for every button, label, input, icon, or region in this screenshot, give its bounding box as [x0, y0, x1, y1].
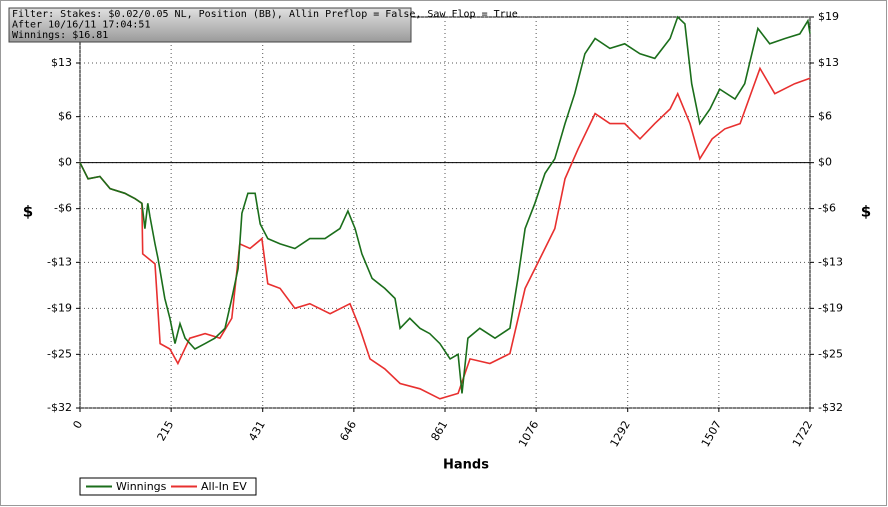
y-tick-label: $0: [58, 156, 72, 169]
y2-tick-label: $0: [818, 156, 832, 169]
y2-tick-label: $19: [818, 10, 839, 23]
y-tick-label: $13: [51, 56, 72, 69]
y-tick-label: -$19: [47, 301, 72, 314]
y-axis-label: $: [23, 203, 33, 221]
x-axis-label: Hands: [443, 458, 489, 473]
y2-tick-label: -$25: [818, 347, 843, 360]
info-box: Filter: Stakes: $0.02/0.05 NL, Position …: [8, 7, 518, 43]
series-line: [79, 66, 811, 400]
y-tick-label: $6: [58, 110, 72, 123]
info-line: Filter: Stakes: $0.02/0.05 NL, Position …: [12, 9, 518, 20]
info-line: Winnings: $16.81: [12, 30, 108, 41]
y2-tick-label: $6: [818, 110, 832, 123]
info-line: After 10/16/11 17:04:51: [12, 20, 150, 31]
legend: Winnings All-In EV: [79, 477, 257, 496]
legend-label: All-In EV: [201, 480, 247, 493]
y-tick-label: -$6: [54, 202, 72, 215]
y2-tick-label: -$32: [818, 401, 843, 414]
y2-axis-label: $: [861, 203, 871, 221]
y2-tick-label: $13: [818, 56, 839, 69]
y2-tick-label: -$6: [818, 202, 836, 215]
y-tick-label: -$32: [47, 401, 72, 414]
y2-tick-label: -$19: [818, 301, 843, 314]
series-line: [79, 15, 811, 394]
legend-label: Winnings: [116, 480, 167, 493]
plot-area: [79, 16, 811, 409]
legend-box: [79, 477, 257, 496]
y2-tick-label: -$13: [818, 255, 843, 268]
info-box-bg: [8, 7, 412, 43]
y-tick-label: -$13: [47, 255, 72, 268]
y-tick-label: -$25: [47, 347, 72, 360]
